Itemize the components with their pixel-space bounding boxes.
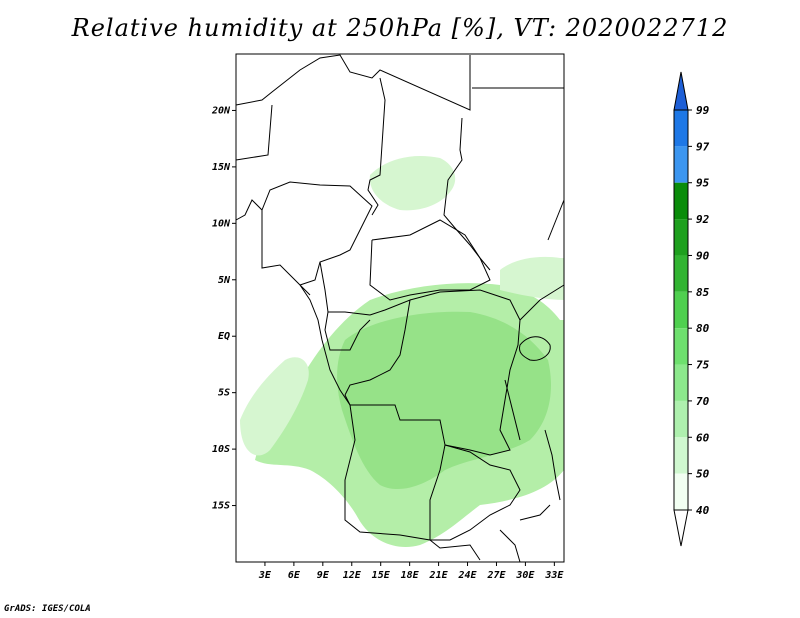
- border-north-2: [235, 104, 273, 161]
- colorbar-outline: [673, 109, 689, 511]
- colorbar-segment: [674, 400, 688, 438]
- colorbar-label: 97: [696, 140, 710, 153]
- lon-tick-label: 24E: [457, 570, 477, 581]
- border-lake-victoria: [519, 336, 551, 361]
- lon-tick-label: 33E: [544, 570, 564, 581]
- border-drc: [344, 289, 521, 456]
- border-zambia: [430, 444, 521, 541]
- colorbar-segment: [674, 473, 688, 510]
- colorbar-label: 80: [696, 322, 710, 335]
- colorbar-segment: [674, 110, 688, 147]
- border-coast-sw: [299, 284, 351, 406]
- lat-tick-label: 10N: [212, 218, 231, 229]
- lon-tick-label: 18E: [401, 570, 420, 581]
- border-east-2: [547, 199, 565, 241]
- colorbar-label: 90: [696, 249, 710, 262]
- lat-tick-label: 10S: [212, 444, 230, 455]
- border-angola: [344, 404, 446, 541]
- chart-title: Relative humidity at 250hPa [%], VT: 202…: [71, 14, 729, 42]
- border-gabon: [324, 311, 371, 351]
- country-borders: [235, 54, 565, 563]
- colorbar-segment: [674, 182, 688, 220]
- colorbar-segment: [674, 364, 688, 401]
- border-east: [519, 284, 565, 321]
- border-south: [429, 504, 551, 563]
- border-north-4: [443, 117, 491, 271]
- colorbar-segment: [674, 291, 688, 329]
- border-west-coast: [235, 199, 311, 296]
- colorbar-label: 92: [696, 213, 710, 226]
- map-frame: [235, 53, 565, 563]
- colorbar-label: 99: [696, 104, 710, 117]
- colorbar-label: 75: [696, 359, 710, 372]
- humidity-fill: [240, 155, 564, 547]
- border-congo: [344, 299, 411, 396]
- latitude-ticks: 20N 15N 10N 5N EQ 5S 10S 15S: [211, 105, 236, 512]
- colorbar-label: 95: [696, 177, 710, 190]
- credit-label: GrADS: IGES/COLA: [4, 604, 91, 614]
- lon-tick-label: 9E: [317, 570, 330, 581]
- border-lake-tanganyika: [504, 379, 521, 441]
- fill-region-core: [337, 311, 551, 490]
- border-nigeria: [261, 181, 373, 286]
- fill-region-west: [240, 357, 309, 456]
- colorbar: 99 97 95 92 90 85 80 75 70 60 50 40: [673, 71, 710, 547]
- lat-tick-label: 15S: [212, 501, 230, 512]
- lon-tick-label: 30E: [515, 570, 535, 581]
- border-north-3: [367, 77, 386, 216]
- lon-tick-label: 15E: [372, 570, 391, 581]
- colorbar-label: 60: [696, 431, 710, 444]
- lat-tick-label: EQ: [218, 331, 230, 342]
- border-north-1: [235, 54, 471, 111]
- colorbar-segment: [674, 328, 688, 365]
- lon-tick-label: 3E: [258, 570, 272, 581]
- fill-region-northeast: [500, 256, 564, 300]
- lon-tick-label: 21E: [429, 570, 449, 581]
- colorbar-top-arrow: [673, 71, 689, 111]
- lat-tick-label: 15N: [212, 162, 231, 173]
- lon-tick-label: 12E: [343, 570, 362, 581]
- colorbar-label: 70: [696, 395, 710, 408]
- lat-tick-label: 5N: [218, 275, 231, 286]
- lon-tick-label: 27E: [486, 570, 506, 581]
- colorbar-segment: [674, 219, 688, 256]
- colorbar-segment: [674, 437, 688, 474]
- border-malawi: [544, 429, 561, 501]
- longitude-ticks: 3E 6E 9E 12E 15E 18E 21E 24E 27E 30E 33E: [258, 562, 564, 581]
- colorbar-label: 50: [696, 468, 710, 481]
- fill-region-north: [369, 155, 456, 211]
- lat-tick-label: 20N: [211, 105, 231, 116]
- colorbar-segment: [674, 255, 688, 292]
- colorbar-label: 85: [696, 286, 710, 299]
- border-car: [369, 219, 491, 301]
- colorbar-bottom-arrow: [673, 509, 689, 547]
- colorbar-segment: [674, 146, 688, 183]
- lat-tick-label: 5S: [218, 388, 230, 399]
- lon-tick-label: 6E: [288, 570, 301, 581]
- colorbar-label: 40: [696, 504, 710, 517]
